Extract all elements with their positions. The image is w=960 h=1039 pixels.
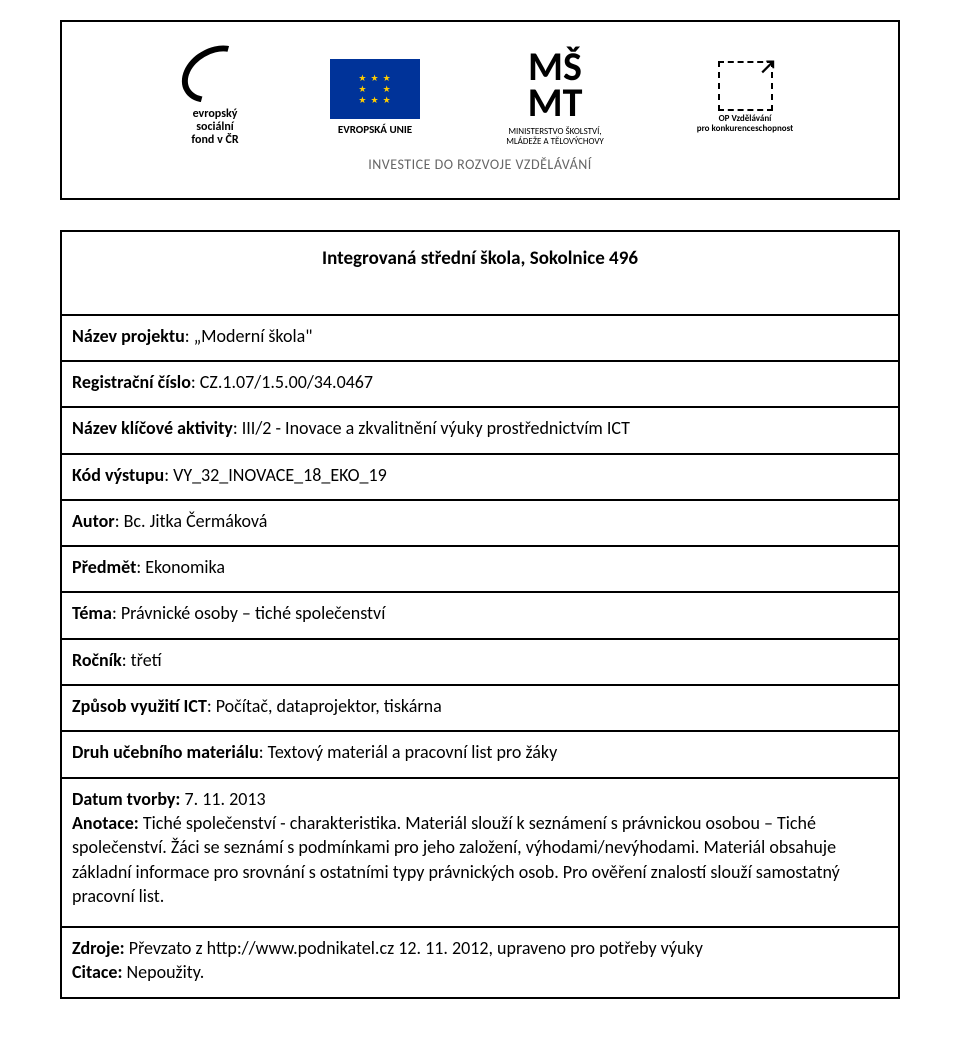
annotation-value: Tiché společenství - charakteristika. Ma… <box>72 812 840 907</box>
project-value: : „Moderní škola" <box>185 325 313 347</box>
year-row: Ročník: třetí <box>62 640 898 686</box>
material-label: Druh učebního materiálu <box>72 741 259 763</box>
msmt-icon: MŠMT <box>528 49 583 121</box>
esf-line3: fond v ČR <box>191 134 238 147</box>
esf-logo-text: evropský sociální fond v ČR <box>191 108 238 148</box>
info-table: Integrovaná střední škola, Sokolnice 496… <box>60 230 900 999</box>
sources-label: Zdroje: <box>72 937 125 959</box>
ict-value: : Počítač, dataprojektor, tiskárna <box>207 695 442 717</box>
eu-logo: ★ ★ ★★ ★★ ★ ★ EVROPSKÁ UNIE <box>310 59 440 136</box>
banner-tagline: INVESTICE DO ROZVOJE VZDĚLÁVÁNÍ <box>368 156 592 173</box>
eu-label: EVROPSKÁ UNIE <box>338 123 412 136</box>
annotation-row: Datum tvorby: 7. 11. 2013 Anotace: Tiché… <box>62 779 898 928</box>
eu-flag-icon: ★ ★ ★★ ★★ ★ ★ <box>330 59 420 119</box>
subject-value: : Ekonomika <box>136 556 225 578</box>
author-row: Autor: Bc. Jitka Čermáková <box>62 501 898 547</box>
registration-value: : CZ.1.07/1.5.00/34.0467 <box>191 371 373 393</box>
material-row: Druh učebního materiálu: Textový materiá… <box>62 732 898 778</box>
op-square-icon <box>718 61 773 111</box>
op-text: OP Vzdělávání pro konkurenceschopnost <box>697 114 793 134</box>
author-label: Autor <box>72 510 115 532</box>
op-line2: pro konkurenceschopnost <box>697 124 793 134</box>
topic-label: Téma <box>72 602 112 624</box>
citation-value: Nepoužity. <box>122 961 204 983</box>
msmt-line2: MLÁDEŽE A TĚLOVÝCHOVY <box>506 137 604 147</box>
subject-row: Předmět: Ekonomika <box>62 547 898 593</box>
date-label: Datum tvorby: <box>72 788 180 810</box>
registration-label: Registrační číslo <box>72 371 191 393</box>
topic-value: : Právnické osoby – tiché společenství <box>112 602 385 624</box>
activity-value: : III/2 - Inovace a zkvalitnění výuky pr… <box>233 417 630 439</box>
activity-label: Název klíčové aktivity <box>72 417 233 439</box>
year-label: Ročník <box>72 649 122 671</box>
esf-logo: evropský sociální fond v ČR <box>140 48 290 148</box>
author-value: : Bc. Jitka Čermáková <box>115 510 268 532</box>
subject-label: Předmět <box>72 556 136 578</box>
material-value: : Textový materiál a pracovní list pro ž… <box>259 741 557 763</box>
ict-label: Způsob využití ICT <box>72 695 207 717</box>
citation-label: Citace: <box>72 961 122 983</box>
logo-row: evropský sociální fond v ČR ★ ★ ★★ ★★ ★ … <box>140 48 820 148</box>
logo-banner: evropský sociální fond v ČR ★ ★ ★★ ★★ ★ … <box>60 20 900 200</box>
output-code-value: : VY_32_INOVACE_18_EKO_19 <box>164 464 387 486</box>
title-row: Integrovaná střední škola, Sokolnice 496 <box>62 232 898 316</box>
msmt-logo: MŠMT MINISTERSTVO ŠKOLSTVÍ, MLÁDEŽE A TĚ… <box>460 49 650 147</box>
msmt-text: MINISTERSTVO ŠKOLSTVÍ, MLÁDEŽE A TĚLOVÝC… <box>506 127 604 147</box>
ict-row: Způsob využití ICT: Počítač, dataprojekt… <box>62 686 898 732</box>
output-code-row: Kód výstupu: VY_32_INOVACE_18_EKO_19 <box>62 455 898 501</box>
project-label: Název projektu <box>72 325 185 347</box>
project-row: Název projektu: „Moderní škola" <box>62 316 898 362</box>
annotation-label: Anotace: <box>72 812 139 834</box>
topic-row: Téma: Právnické osoby – tiché společenst… <box>62 593 898 639</box>
output-code-label: Kód výstupu <box>72 464 164 486</box>
sources-row: Zdroje: Převzato z http://www.podnikatel… <box>62 928 898 997</box>
op-logo: OP Vzdělávání pro konkurenceschopnost <box>670 61 820 134</box>
year-value: : třetí <box>122 649 162 671</box>
registration-row: Registrační číslo: CZ.1.07/1.5.00/34.046… <box>62 362 898 408</box>
date-value: 7. 11. 2013 <box>180 788 265 810</box>
activity-row: Název klíčové aktivity: III/2 - Inovace … <box>62 408 898 454</box>
school-title: Integrovaná střední škola, Sokolnice 496 <box>322 247 638 270</box>
sources-value: Převzato z http://www.podnikatel.cz 12. … <box>125 937 703 959</box>
